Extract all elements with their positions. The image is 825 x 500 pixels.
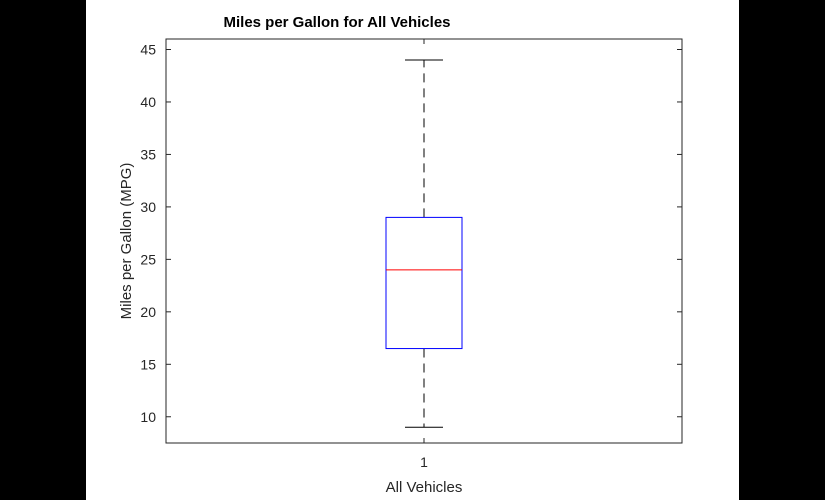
y-tick-label: 40 <box>140 94 156 110</box>
boxplot-chart: Miles per Gallon for All Vehicles 10 15 20… <box>118 14 683 496</box>
y-tick-label: 30 <box>140 199 156 215</box>
x-tick-label: 1 <box>420 454 428 470</box>
box-iqr <box>385 216 463 350</box>
box-group <box>385 59 463 428</box>
y-tick-label: 15 <box>140 356 156 372</box>
y-axis-label: Miles per Gallon (MPG) <box>118 163 135 320</box>
x-axis-label: All Vehicles <box>386 479 463 496</box>
y-axis: 10 15 20 25 30 35 40 45 <box>140 41 682 425</box>
figure: Miles per Gallon for All Vehicles 10 15 20… <box>86 0 739 500</box>
x-axis: 1 <box>420 39 428 470</box>
y-tick-label: 20 <box>140 304 156 320</box>
y-tick-label: 10 <box>140 409 156 425</box>
y-tick-label: 35 <box>140 146 156 162</box>
y-tick-label: 45 <box>140 41 156 57</box>
chart-title: Miles per Gallon for All Vehicles <box>223 14 450 31</box>
y-tick-label: 25 <box>140 251 156 267</box>
